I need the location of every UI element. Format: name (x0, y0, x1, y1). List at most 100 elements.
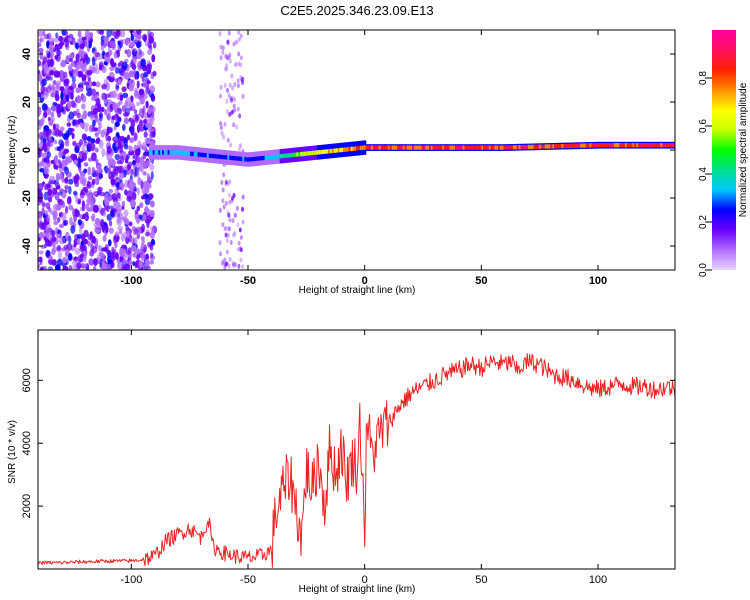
heatmap-cell (55, 49, 62, 56)
heatmap-cell (326, 149, 329, 154)
heatmap-cell (70, 61, 76, 67)
heatmap-cell (140, 73, 144, 79)
heatmap-cell (143, 131, 148, 138)
heatmap-cell (145, 100, 149, 109)
heatmap-cell (107, 135, 112, 142)
heatmap-cell (222, 204, 226, 210)
heatmap-cell (61, 159, 67, 166)
heatmap-cell (337, 148, 341, 153)
heatmap-cell (137, 176, 141, 186)
heatmap-cell (79, 59, 84, 69)
heatmap-cell (195, 152, 199, 157)
heatmap-cell (222, 172, 226, 178)
snr-y-axis-label: SNR (10 * v/v) (7, 420, 18, 484)
heatmap-cell (228, 52, 232, 58)
heatmap-cell (367, 145, 370, 150)
heatmap-cell (145, 67, 152, 74)
heatmap-cell (208, 153, 212, 158)
heatmap-cell (380, 145, 384, 150)
heatmap-cell (83, 122, 90, 127)
heatmap-cell (72, 140, 77, 147)
heatmap-cell (615, 143, 619, 148)
heatmap-cell (142, 171, 147, 176)
heatmap-cell (64, 40, 69, 48)
heatmap-cell (139, 202, 144, 209)
heatmap-cell (658, 143, 662, 148)
heatmap-cell (227, 212, 231, 218)
heatmap-cell (358, 146, 361, 151)
heatmap-cell (303, 151, 307, 156)
heatmap-cell (38, 59, 42, 67)
heatmap-cell (387, 145, 391, 150)
heatmap-cell (78, 87, 84, 92)
heatmap-cell (232, 122, 236, 128)
heatmap-cell (121, 200, 126, 207)
heatmap-cell (135, 101, 141, 107)
heatmap-cell (117, 225, 123, 232)
heatmap-cell (104, 93, 111, 99)
heatmap-cell (499, 145, 503, 150)
heatmap-cell (290, 152, 294, 158)
heatmap-cell (241, 219, 245, 225)
heatmap-cell (237, 246, 241, 252)
heatmap-cell (589, 143, 593, 148)
heatmap-cell (617, 143, 621, 148)
heatmap-cell (44, 34, 50, 40)
heatmap-cell (548, 144, 552, 149)
heatmap-cell (57, 216, 61, 223)
heatmap-cell (81, 144, 86, 153)
heatmap-cell (434, 145, 438, 150)
heatmap-cell (86, 181, 92, 189)
heatmap-cell (223, 155, 227, 160)
heatmap-cell (233, 97, 237, 103)
y-tick-label: 6000 (21, 368, 33, 392)
heatmap-cell (80, 233, 85, 242)
heatmap-cell (94, 228, 101, 234)
heatmap-cell (654, 143, 658, 148)
heatmap-cell (58, 223, 65, 229)
heatmap-cell (48, 43, 54, 53)
heatmap-cell (669, 143, 673, 148)
heatmap-cell (287, 153, 290, 158)
heatmap-cell (75, 62, 80, 72)
heatmap-cell (78, 152, 83, 160)
heatmap-cell (89, 142, 96, 152)
heatmap-cell (54, 264, 61, 270)
heatmap-cell (136, 124, 141, 134)
heatmap-cell (606, 143, 609, 148)
heatmap-cell (219, 154, 223, 159)
heatmap-cell (39, 51, 44, 60)
heatmap-cell (272, 154, 275, 160)
heatmap-cell (125, 250, 132, 255)
heatmap-cell (473, 145, 477, 150)
heatmap-cell (223, 226, 227, 232)
heatmap-cell (412, 145, 415, 150)
heatmap-cell (87, 166, 92, 176)
heatmap-cell (225, 155, 229, 160)
heatmap-cell (186, 151, 189, 156)
heatmap-cell (175, 150, 178, 155)
heatmap-cell (138, 214, 143, 220)
heatmap-cell (142, 182, 149, 190)
heatmap-cell (114, 252, 119, 260)
heatmap-cell (136, 41, 142, 48)
heatmap-cell (63, 244, 69, 250)
heatmap-cell (109, 40, 116, 48)
heatmap-cell (98, 139, 104, 149)
heatmap-cell (653, 143, 656, 148)
heatmap-cell (70, 100, 76, 108)
heatmap-cell (101, 66, 107, 73)
heatmap-cell (101, 148, 106, 158)
heatmap-cell (429, 145, 432, 150)
heatmap-cell (38, 131, 43, 140)
heatmap-cell (239, 247, 243, 253)
heatmap-cell (94, 132, 99, 138)
heatmap-cell (361, 145, 365, 150)
heatmap-cell (237, 30, 241, 35)
spectrogram-panel: -100 -50 0 50 100 -40 -20 0 20 40 Height of stra… (7, 29, 676, 296)
heatmap-cell (233, 107, 237, 113)
heatmap-cell (567, 143, 570, 149)
heatmap-cell (91, 95, 95, 101)
heatmap-cell (119, 173, 125, 179)
heatmap-cell (641, 143, 645, 148)
